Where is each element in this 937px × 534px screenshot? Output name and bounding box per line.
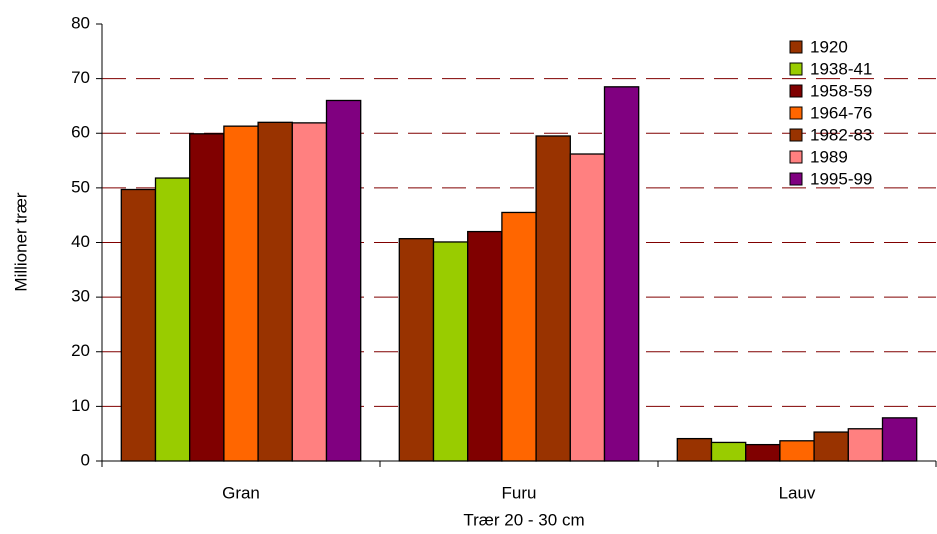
legend-swatch [789, 62, 803, 76]
legend-swatch [789, 40, 803, 54]
legend-swatch [789, 84, 803, 98]
bar [745, 443, 781, 462]
x-tick-label: Furu [502, 483, 537, 502]
y-tick-label: 10 [71, 396, 90, 415]
bar [676, 437, 713, 462]
y-tick-label: 40 [71, 232, 90, 251]
legend-swatch [789, 106, 803, 120]
bar [813, 431, 849, 462]
y-tick-label: 60 [71, 123, 90, 142]
y-tick-label: 20 [71, 341, 90, 360]
bar [710, 441, 747, 462]
bar [154, 177, 191, 462]
bar [325, 99, 362, 462]
bar [569, 153, 606, 462]
y-axis-title: Millioner trær [11, 192, 30, 292]
legend-label: 1964-76 [810, 103, 872, 122]
bar [291, 122, 328, 462]
bar [398, 238, 435, 462]
y-tick-label: 30 [71, 287, 90, 306]
bar [467, 230, 503, 462]
x-tick-label: Gran [222, 483, 260, 502]
legend-label: 1995-99 [810, 169, 872, 188]
x-axis-title: Trær 20 - 30 cm [463, 510, 584, 529]
bar [847, 428, 884, 462]
legend-label: 1989 [810, 147, 848, 166]
y-tick-label: 70 [71, 68, 90, 87]
bar [120, 188, 157, 462]
y-tick-label: 0 [81, 450, 90, 469]
bar [535, 135, 571, 462]
legend-label: 1920 [810, 37, 848, 56]
bar [223, 125, 259, 462]
bar [501, 211, 537, 462]
legend-label: 1982-83 [810, 125, 872, 144]
bar [881, 417, 918, 462]
x-tick-label: Lauv [779, 483, 816, 502]
legend-swatch [789, 128, 803, 142]
bar [603, 86, 640, 462]
legend-swatch [789, 150, 803, 164]
legend-swatch [789, 172, 803, 186]
bar [779, 440, 815, 462]
legend-label: 1938-41 [810, 59, 872, 78]
y-tick-label: 80 [71, 13, 90, 32]
bar [189, 133, 225, 462]
y-tick-label: 50 [71, 177, 90, 196]
legend-label: 1958-59 [810, 81, 872, 100]
bar [257, 121, 293, 462]
bar [432, 241, 469, 462]
